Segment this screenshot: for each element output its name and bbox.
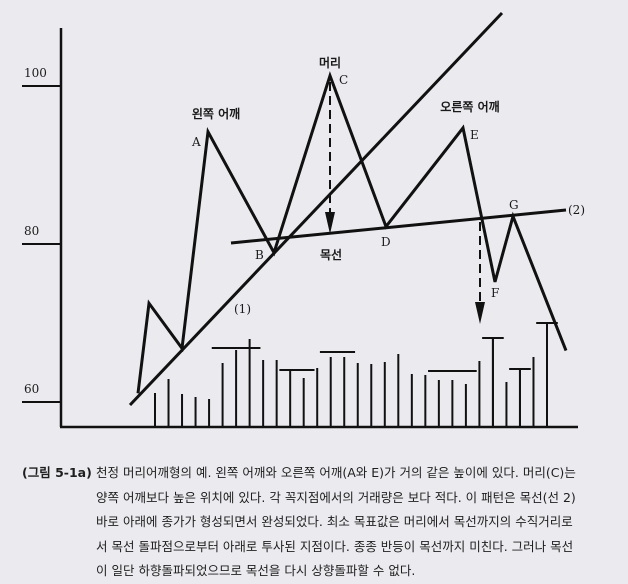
point-G: G bbox=[509, 198, 519, 212]
trendline-1 bbox=[128, 11, 504, 407]
head-and-shoulders-chart: 100 80 60 머리 왼쪽 어깨 오른쪽 어깨 목선 (1) (2) A B C… bbox=[22, 11, 585, 429]
neckline-2 bbox=[230, 208, 567, 245]
label-neckline: 목선 bbox=[320, 247, 342, 262]
caption-line: 바로 아래에 종가가 형성되면서 완성되었다. 최소 목표값은 머리에서 목선까… bbox=[96, 514, 573, 529]
figure-number: (그림 5-1a) bbox=[22, 465, 92, 480]
target-arrow-head bbox=[325, 82, 335, 234]
point-E: E bbox=[470, 128, 479, 142]
caption-line: 서 목선 돌파점으로부터 아래로 투사된 지점이다. 종종 반등이 목선까지 미… bbox=[96, 538, 574, 554]
axes bbox=[59, 28, 578, 429]
y-tick-label: 60 bbox=[24, 382, 39, 396]
point-B: B bbox=[255, 248, 264, 262]
price-line bbox=[136, 71, 568, 394]
label-trendline: (1) bbox=[234, 302, 251, 316]
figure-caption: (그림 5-1a) 천정 머리어깨형의 예. 왼쪽 어깨와 오른쪽 어깨(A와 … bbox=[22, 461, 622, 584]
label-head: 머리 bbox=[319, 55, 341, 70]
label-neckline-line: (2) bbox=[568, 203, 585, 217]
point-C: C bbox=[339, 73, 348, 87]
label-right-shoulder: 오른쪽 어깨 bbox=[440, 99, 499, 114]
caption-line: 양쪽 어깨보다 높은 위치에 있다. 각 꼭지점에서의 거래량은 보다 적다. … bbox=[96, 489, 576, 505]
y-tick-label: 100 bbox=[24, 66, 47, 80]
volume-bars bbox=[154, 322, 558, 426]
point-A: A bbox=[191, 135, 201, 149]
target-arrow-breakout bbox=[475, 222, 485, 324]
y-tick-label: 80 bbox=[24, 224, 39, 238]
label-left-shoulder: 왼쪽 어깨 bbox=[192, 106, 240, 121]
point-D: D bbox=[381, 235, 391, 249]
caption-line: 이 일단 하향돌파되었으므로 목선을 다시 상향돌파할 수 없다. bbox=[96, 563, 416, 578]
caption-line: 천정 머리어깨형의 예. 왼쪽 어깨와 오른쪽 어깨(A와 E)가 거의 같은 … bbox=[96, 465, 576, 480]
point-F: F bbox=[491, 286, 499, 300]
